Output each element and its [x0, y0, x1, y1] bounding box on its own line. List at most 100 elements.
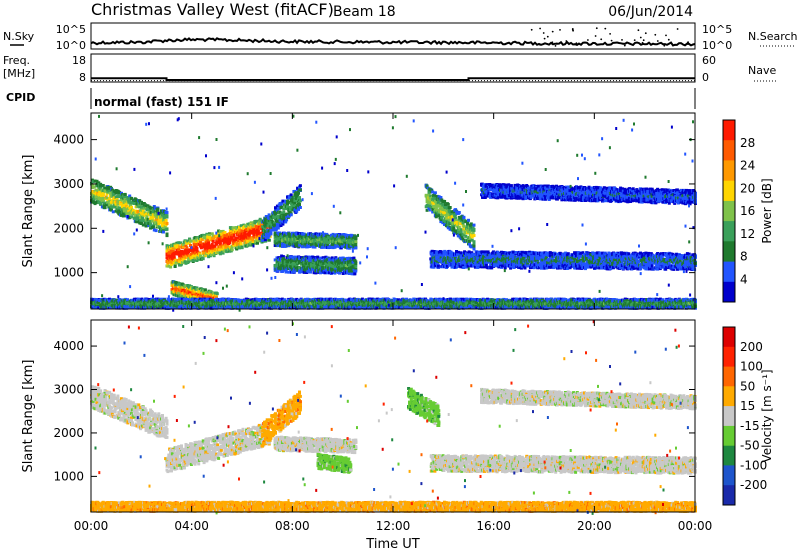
power-cell	[473, 241, 476, 244]
power-cell	[226, 245, 229, 248]
power-cell	[473, 234, 476, 237]
nsearch-point	[600, 38, 602, 40]
power-cell	[231, 248, 234, 251]
freq-right-tick-bottom: 0	[702, 71, 709, 84]
power-cell	[129, 201, 132, 204]
nsearch-point	[645, 32, 647, 34]
power-cell	[549, 251, 552, 254]
frequency-series-line	[91, 78, 695, 80]
power-cell	[162, 231, 165, 234]
nsearch-point	[634, 39, 636, 41]
power-cell	[431, 191, 434, 194]
power-cell	[102, 184, 105, 187]
freq-unit-label: [MHz]	[3, 67, 35, 80]
power-cell	[316, 256, 319, 259]
power-cell	[443, 200, 446, 203]
power-cell	[524, 267, 527, 270]
nsearch-point	[643, 39, 645, 41]
nsearch-point	[663, 45, 665, 47]
cpid-label: CPID	[6, 91, 35, 104]
power-cell	[437, 265, 440, 268]
nsearch-point	[559, 29, 561, 31]
power-cell	[319, 257, 322, 260]
power-cell	[156, 208, 159, 211]
nsearch-point	[668, 39, 670, 41]
station-title: Christmas Valley West (fitACF)	[91, 0, 334, 19]
power-cell	[451, 215, 454, 218]
beam-label: Beam 18	[333, 4, 396, 20]
nsearch-point	[638, 29, 640, 31]
power-cell	[501, 265, 504, 268]
power-cell	[169, 266, 172, 269]
power-cell	[473, 248, 476, 251]
power-cell	[454, 216, 457, 219]
power-cell	[102, 199, 105, 202]
power-cell	[174, 265, 177, 268]
power-cell	[460, 251, 463, 254]
power-cell	[204, 288, 207, 291]
noise-panel-frame	[91, 23, 695, 49]
nsearch-point	[665, 35, 667, 37]
power-cell	[298, 196, 301, 199]
power-cell	[216, 292, 219, 295]
power-cell	[104, 206, 107, 209]
power-cell	[434, 191, 437, 194]
nsearch-point	[640, 37, 642, 39]
power-cell	[166, 222, 169, 225]
power-cell	[526, 265, 529, 268]
power-cell	[354, 240, 357, 243]
nsearch-point	[604, 28, 606, 30]
freq-left-tick-top: 18	[72, 54, 86, 67]
power-cell	[212, 240, 215, 243]
power-cell	[133, 202, 136, 205]
power-cell	[223, 231, 226, 234]
power-cell	[512, 251, 515, 254]
power-cell	[166, 228, 169, 231]
power-cell	[459, 222, 462, 225]
power-cell	[166, 234, 169, 237]
power-cell	[130, 215, 133, 218]
power-cell	[166, 214, 169, 217]
power-cell	[473, 245, 476, 248]
nave-label: Nave	[748, 64, 776, 77]
nsearch-point	[544, 38, 546, 40]
power-cell	[468, 250, 471, 253]
nsearch-point	[572, 29, 574, 31]
power-cell	[290, 193, 293, 196]
power-cell	[354, 237, 357, 240]
power-cell	[458, 211, 461, 214]
nsearch-point	[539, 28, 541, 30]
nsearch-point	[657, 40, 659, 42]
power-cell	[449, 206, 452, 209]
nsearch-point	[611, 40, 613, 42]
power-cell	[223, 234, 226, 237]
power-cell	[152, 226, 155, 229]
nsearch-point	[621, 39, 623, 41]
power-cell	[202, 257, 205, 260]
nsearch-point	[624, 45, 626, 47]
power-cell	[120, 208, 123, 211]
power-cell	[130, 206, 133, 209]
power-cell	[473, 224, 476, 227]
nsearch-point	[552, 31, 554, 33]
nsearch-point	[556, 43, 558, 45]
nsearch-point	[531, 29, 533, 31]
nsearch-point	[543, 32, 545, 34]
power-cell	[299, 184, 302, 187]
power-cell	[268, 239, 271, 242]
power-cell	[261, 239, 264, 242]
power-cell	[447, 203, 450, 206]
power-cell	[467, 219, 470, 222]
nsearch-point	[576, 42, 578, 44]
nsearch-point	[552, 41, 554, 43]
nsearch-point	[539, 44, 541, 46]
power-cell	[452, 226, 455, 229]
date-label: 06/Jun/2014	[608, 4, 693, 20]
power-cell	[120, 203, 123, 206]
power-cell	[155, 229, 158, 232]
nsearch-point	[555, 45, 557, 47]
nsearch-point	[654, 34, 656, 36]
